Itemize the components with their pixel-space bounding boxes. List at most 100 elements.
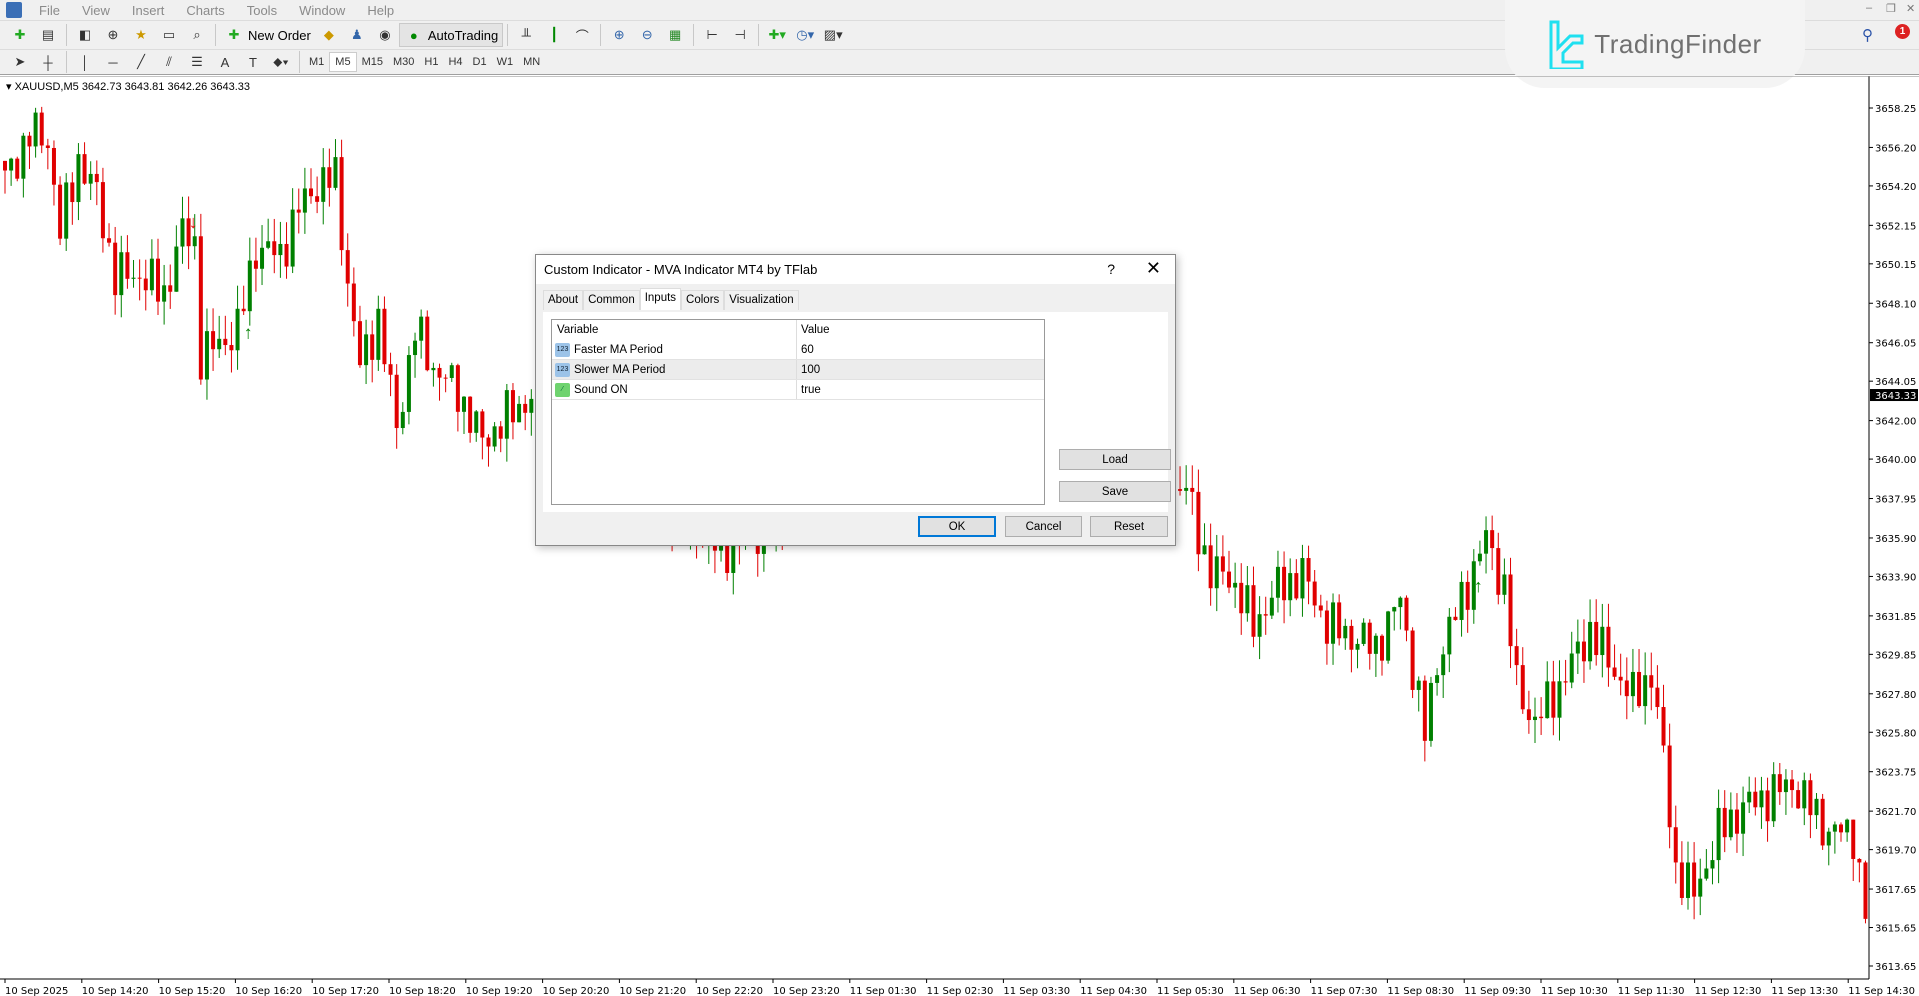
timeframe-h1[interactable]: H1 xyxy=(424,56,439,68)
text-icon[interactable]: A xyxy=(220,54,230,70)
timeframe-m15[interactable]: M15 xyxy=(361,56,383,68)
autoscroll-icon[interactable]: ⊣ xyxy=(734,27,746,42)
candle-body xyxy=(64,182,69,239)
ok-button[interactable]: OK xyxy=(918,516,996,537)
close-icon[interactable]: ✕ xyxy=(1906,3,1916,15)
candle-body xyxy=(1783,779,1788,793)
data-window-icon[interactable]: ⊕ xyxy=(107,27,119,42)
table-row[interactable]: 123 Faster MA Period 60 xyxy=(552,340,1044,360)
candle-body xyxy=(1410,630,1415,690)
equidistant-channel-icon[interactable]: ⫽ xyxy=(166,54,172,69)
timeframe-d1[interactable]: D1 xyxy=(472,56,487,68)
notification-badge[interactable]: 1 xyxy=(1895,24,1910,39)
candle-body xyxy=(1355,643,1360,650)
tile-windows-icon[interactable]: ▦ xyxy=(669,27,682,42)
menu-window[interactable]: Window xyxy=(299,2,346,18)
candle-body xyxy=(235,308,240,351)
horizontal-line-icon[interactable]: ─ xyxy=(108,54,118,70)
signals-icon[interactable]: ♟ xyxy=(351,27,363,42)
candle-body xyxy=(284,243,289,267)
column-header-variable[interactable]: Variable xyxy=(552,320,797,340)
candle-body xyxy=(339,157,344,251)
save-button[interactable]: Save xyxy=(1059,481,1171,502)
new-chart-icon[interactable]: ✚ xyxy=(14,27,26,42)
menu-view[interactable]: View xyxy=(81,2,110,18)
text-label-icon[interactable]: T xyxy=(249,54,257,70)
candle-body xyxy=(1373,635,1378,654)
menu-help[interactable]: Help xyxy=(367,2,395,18)
zoom-in-icon[interactable]: ⊕ xyxy=(613,27,625,42)
tab-inputs[interactable]: Inputs xyxy=(639,288,682,310)
variable-name: Sound ON xyxy=(574,383,628,396)
line-chart-icon[interactable]: ⌒ xyxy=(575,28,589,44)
autotrading-button[interactable]: ● AutoTrading xyxy=(398,23,504,47)
candle-body xyxy=(1196,491,1201,555)
cancel-button[interactable]: Cancel xyxy=(1005,516,1082,537)
candle-body xyxy=(419,316,424,341)
tab-common[interactable]: Common xyxy=(583,290,640,310)
market-watch-icon[interactable]: ◧ xyxy=(78,27,92,42)
candlestick-icon[interactable]: ┃ xyxy=(550,27,559,42)
menu-tools[interactable]: Tools xyxy=(246,2,278,18)
arrows-icon[interactable]: ⬥▾ xyxy=(273,54,289,69)
candle-body xyxy=(143,278,148,291)
tab-visualization[interactable]: Visualization xyxy=(724,290,799,310)
trendline-icon[interactable]: ╱ xyxy=(137,54,145,69)
menu-insert[interactable]: Insert xyxy=(131,2,165,18)
table-row[interactable]: 123 Slower MA Period 100 xyxy=(552,360,1044,380)
price-tick-label: 3613.65 xyxy=(1875,962,1916,973)
candle-body xyxy=(321,167,326,202)
candle-body xyxy=(82,154,87,184)
column-header-value[interactable]: Value xyxy=(801,324,830,336)
navigator-icon[interactable]: ★ xyxy=(135,27,147,42)
dialog-close-button[interactable]: ✕ xyxy=(1145,258,1161,278)
fibonacci-icon[interactable]: ☰ xyxy=(191,54,203,69)
tab-colors[interactable]: Colors xyxy=(681,290,725,310)
crosshair-icon[interactable]: ┼ xyxy=(43,54,53,70)
strategy-tester-icon[interactable]: ⌕ xyxy=(193,27,201,42)
timeframe-m1[interactable]: M1 xyxy=(309,56,325,68)
restore-icon[interactable]: ❐ xyxy=(1886,3,1896,15)
menu-charts[interactable]: Charts xyxy=(186,2,225,18)
reset-button[interactable]: Reset xyxy=(1090,516,1168,537)
help-button[interactable]: ? xyxy=(1107,261,1115,277)
autotrading-icon: ● xyxy=(409,27,418,43)
menu-file[interactable]: File xyxy=(39,2,60,18)
load-button[interactable]: Load xyxy=(1059,449,1171,470)
templates-icon[interactable]: ▨▾ xyxy=(823,27,843,42)
candle-body xyxy=(1594,621,1599,656)
timeframe-mn[interactable]: MN xyxy=(523,56,541,68)
new-order-button[interactable]: ✚ New Order xyxy=(220,23,315,47)
candle-body xyxy=(217,338,222,350)
search-icon[interactable]: ⚲ xyxy=(1862,27,1873,44)
cursor-icon[interactable]: ➤ xyxy=(14,54,26,69)
variable-value[interactable]: true xyxy=(801,383,821,396)
candle-body xyxy=(523,403,528,413)
variable-value[interactable]: 60 xyxy=(801,343,814,356)
candle-body xyxy=(3,160,7,171)
candle-body xyxy=(1202,545,1207,555)
timeframe-m5[interactable]: M5 xyxy=(329,52,357,72)
variable-value[interactable]: 100 xyxy=(801,363,821,376)
candle-body xyxy=(1710,860,1715,869)
zoom-out-icon[interactable]: ⊖ xyxy=(641,27,653,42)
table-row[interactable]: ⁄ Sound ON true xyxy=(552,380,1044,400)
bar-chart-icon[interactable]: ╨ xyxy=(521,27,531,43)
chart-shift-icon[interactable]: ⊢ xyxy=(706,27,718,42)
vertical-line-icon[interactable]: │ xyxy=(80,54,90,70)
timeframe-w1[interactable]: W1 xyxy=(496,56,514,68)
indicators-icon[interactable]: ✚▾ xyxy=(768,27,786,42)
timeframe-m30[interactable]: M30 xyxy=(392,56,415,68)
periods-icon[interactable]: ◷▾ xyxy=(796,27,815,42)
price-tick-label: 3623.75 xyxy=(1875,768,1916,779)
minimize-icon[interactable]: – xyxy=(1866,2,1873,14)
terminal-icon[interactable]: ▭ xyxy=(162,27,176,42)
candle-body xyxy=(1643,675,1648,707)
market-icon[interactable]: ◉ xyxy=(379,27,391,42)
candle-body xyxy=(186,218,191,247)
candle-body xyxy=(1686,862,1690,898)
timeframe-h4[interactable]: H4 xyxy=(448,56,463,68)
metaeditor-icon[interactable]: ◆ xyxy=(323,27,334,42)
tab-about[interactable]: About xyxy=(543,290,584,310)
profiles-icon[interactable]: ▤ xyxy=(41,27,55,42)
